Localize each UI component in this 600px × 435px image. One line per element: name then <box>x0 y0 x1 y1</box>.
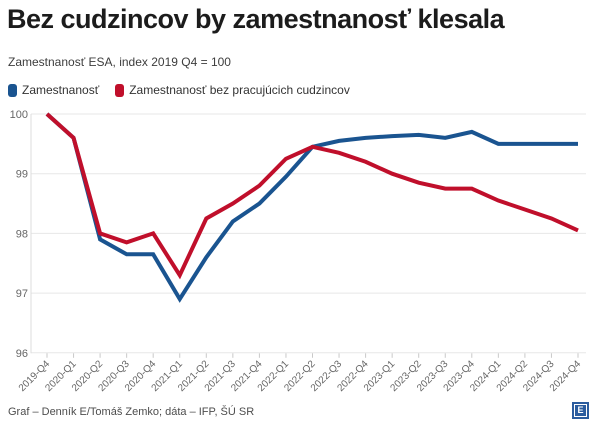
chart-legend: Zamestnanosť Zamestnanosť bez pracujúcich… <box>8 83 350 97</box>
legend-swatch-icon <box>8 83 17 97</box>
legend-swatch-icon <box>115 83 125 97</box>
y-axis-tick-label: 97 <box>16 288 28 300</box>
logo-letter: E <box>574 404 587 417</box>
y-axis-tick-label: 98 <box>16 228 28 240</box>
y-axis-tick-label: 100 <box>10 109 28 121</box>
page-title: Bez cudzincov by zamestnanosť klesala <box>7 4 505 34</box>
line-chart: 969798991002019-Q42020-Q12020-Q22020-Q32… <box>10 109 586 394</box>
dennik-e-logo-icon: E <box>572 402 589 419</box>
source-credit: Graf – Denník E/Tomáš Zemko; dáta – IFP,… <box>8 406 255 418</box>
legend-label: Zamestnanosť <box>22 83 100 97</box>
chart-subtitle: Zamestnanosť ESA, index 2019 Q4 = 100 <box>8 55 231 69</box>
y-axis-tick-label: 96 <box>16 348 28 360</box>
legend-item: Zamestnanosť bez pracujúcich cudzincov <box>115 83 350 97</box>
series-line <box>45 112 578 303</box>
y-axis-tick-label: 99 <box>16 169 28 181</box>
legend-item: Zamestnanosť <box>8 83 99 97</box>
series-line <box>45 112 579 280</box>
legend-label: Zamestnanosť bez pracujúcich cudzincov <box>129 83 350 97</box>
